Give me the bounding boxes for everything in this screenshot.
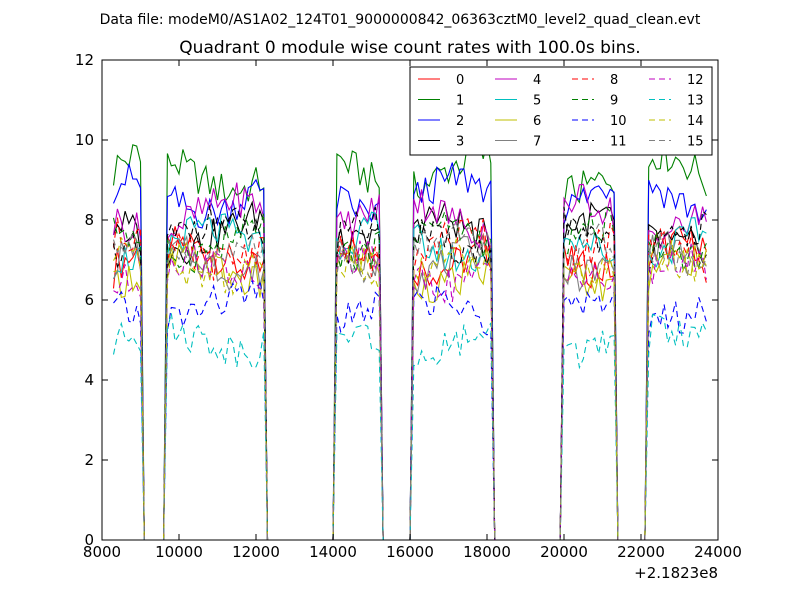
legend-label-8: 8 <box>610 73 618 88</box>
y-tick-label: 10 <box>75 131 94 149</box>
x-tick-label: 10000 <box>155 543 203 561</box>
legend-label-7: 7 <box>533 135 541 150</box>
y-tick-label: 0 <box>84 531 94 549</box>
series-line-15 <box>112 219 707 540</box>
y-tick-label: 2 <box>84 451 94 469</box>
legend-label-2: 2 <box>456 114 464 129</box>
x-tick-label: 22000 <box>617 543 665 561</box>
legend-label-3: 3 <box>456 135 464 150</box>
legend-label-5: 5 <box>533 94 541 109</box>
legend-label-4: 4 <box>533 73 541 88</box>
legend-label-11: 11 <box>610 135 627 150</box>
series-line-8 <box>112 217 707 540</box>
legend-label-0: 0 <box>456 73 464 88</box>
y-tick-label: 6 <box>84 291 94 309</box>
x-tick-label: 16000 <box>386 543 434 561</box>
legend-label-14: 14 <box>687 114 704 129</box>
series-line-11 <box>112 204 707 540</box>
y-tick-label: 4 <box>84 371 94 389</box>
y-tick-label: 12 <box>75 51 94 69</box>
y-tick-label: 8 <box>84 211 94 229</box>
x-tick-label: 14000 <box>309 543 357 561</box>
legend-label-15: 15 <box>687 135 704 150</box>
series-line-12 <box>113 240 707 540</box>
legend-label-10: 10 <box>610 114 627 129</box>
figure-suptitle: Data file: modeM0/AS1A02_124T01_90000008… <box>100 12 701 28</box>
series-line-2 <box>112 162 707 540</box>
x-tick-label: 20000 <box>540 543 588 561</box>
legend-label-6: 6 <box>533 114 541 129</box>
chart-title: Quadrant 0 module wise count rates with … <box>179 38 640 58</box>
series-line-14 <box>113 236 707 540</box>
series-line-1 <box>112 137 707 540</box>
series-line-13 <box>112 312 707 540</box>
legend-label-1: 1 <box>456 94 464 109</box>
x-tick-label: 8000 <box>83 543 121 561</box>
x-tick-label: 24000 <box>694 543 742 561</box>
x-axis-offset-label: +2.1823e8 <box>634 564 718 582</box>
legend-label-9: 9 <box>610 94 618 109</box>
x-tick-label: 12000 <box>232 543 280 561</box>
legend-label-12: 12 <box>687 73 704 88</box>
x-tick-label: 18000 <box>463 543 511 561</box>
series-line-9 <box>112 206 707 540</box>
series-line-5 <box>113 211 707 540</box>
axis-ticks: 8000 10000 12000 14000 16000 18000 20000 22000 2… <box>75 51 742 561</box>
legend-label-13: 13 <box>687 94 704 109</box>
